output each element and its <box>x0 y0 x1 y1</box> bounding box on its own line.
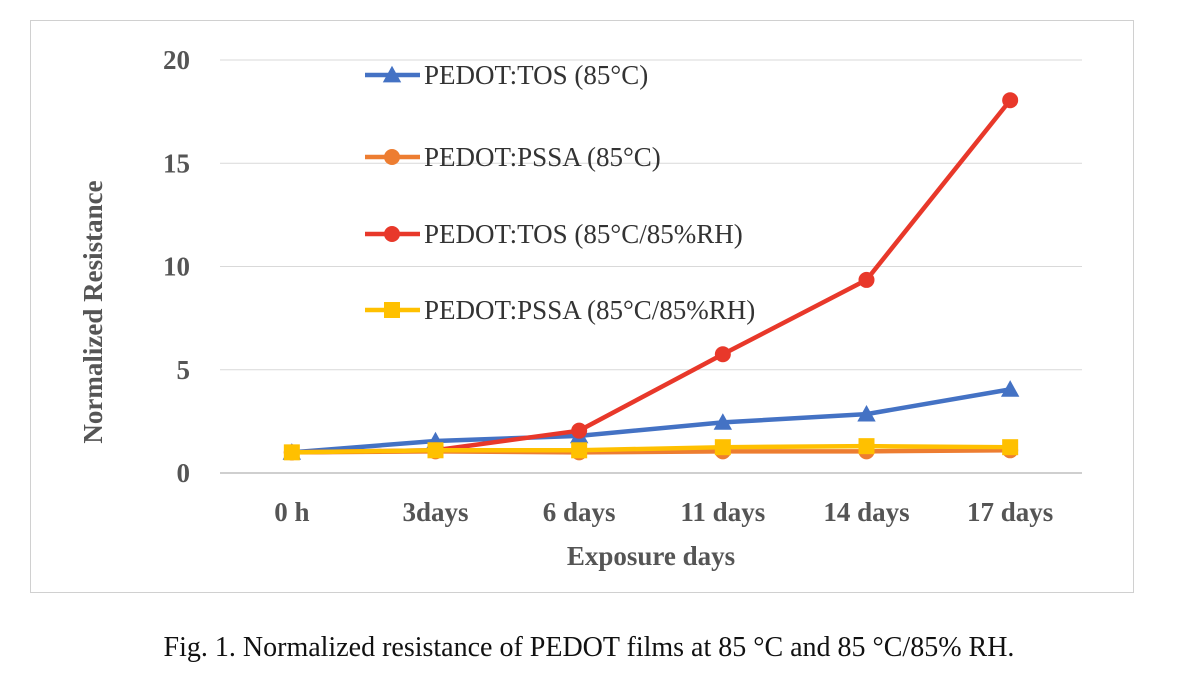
y-axis-ticks: 0 5 10 15 20 <box>163 45 190 488</box>
y-tick-label: 5 <box>177 355 191 385</box>
y-tick-label: 15 <box>163 148 190 178</box>
legend: PEDOT:TOS (85°C) PEDOT:PSSA (85°C) PEDOT:T… <box>365 60 755 325</box>
legend-entry: PEDOT:PSSA (85°C/85%RH) <box>365 295 755 325</box>
x-tick-label: 11 days <box>680 497 765 527</box>
legend-label: PEDOT:PSSA (85°C/85%RH) <box>424 295 755 325</box>
line-chart: 0 5 10 15 20 0 h 3days 6 days 11 days 14 days 17 … <box>78 45 1082 571</box>
series-lines <box>282 92 1020 461</box>
series-line <box>291 387 1011 455</box>
data-point-marker <box>1002 439 1019 456</box>
data-point-marker <box>283 444 300 461</box>
data-point-marker <box>384 302 400 318</box>
x-tick-label: 14 days <box>823 497 909 527</box>
data-point-marker <box>858 438 875 455</box>
x-tick-label: 0 h <box>274 497 309 527</box>
series-4 <box>283 438 1019 461</box>
data-point-marker <box>1002 92 1019 109</box>
data-point-marker <box>1000 380 1020 397</box>
data-point-marker <box>571 422 588 439</box>
x-tick-label: 17 days <box>967 497 1053 527</box>
data-point-marker <box>713 413 733 430</box>
legend-label: PEDOT:TOS (85°C/85%RH) <box>424 219 743 249</box>
y-axis-title: Normalized Resistance <box>78 180 108 443</box>
legend-entry: PEDOT:TOS (85°C/85%RH) <box>365 219 743 249</box>
data-point-marker <box>857 404 876 422</box>
legend-entry: PEDOT:TOS (85°C) <box>365 60 648 90</box>
gridlines <box>220 59 1082 474</box>
data-point-marker <box>858 271 875 288</box>
x-tick-label: 3days <box>402 497 468 527</box>
legend-label: PEDOT:TOS (85°C) <box>424 60 648 90</box>
legend-entry: PEDOT:PSSA (85°C) <box>365 142 661 172</box>
data-point-marker <box>382 65 402 83</box>
data-point-marker <box>427 442 444 459</box>
data-point-marker <box>571 442 588 459</box>
y-tick-label: 20 <box>163 45 190 75</box>
x-tick-label: 6 days <box>543 497 616 527</box>
series-line <box>291 443 1011 455</box>
data-point-marker <box>384 226 400 242</box>
data-point-marker <box>714 346 731 363</box>
y-tick-label: 10 <box>163 252 190 282</box>
data-point-marker <box>714 439 731 456</box>
legend-label: PEDOT:PSSA (85°C) <box>424 142 661 172</box>
x-axis-ticks: 0 h 3days 6 days 11 days 14 days 17 days <box>274 497 1053 527</box>
x-axis-title: Exposure days <box>567 541 735 571</box>
figure-frame <box>30 20 1134 593</box>
y-tick-label: 0 <box>177 458 191 488</box>
data-point-marker <box>384 149 400 165</box>
figure-caption: Fig. 1. Normalized resistance of PEDOT f… <box>163 632 1015 663</box>
